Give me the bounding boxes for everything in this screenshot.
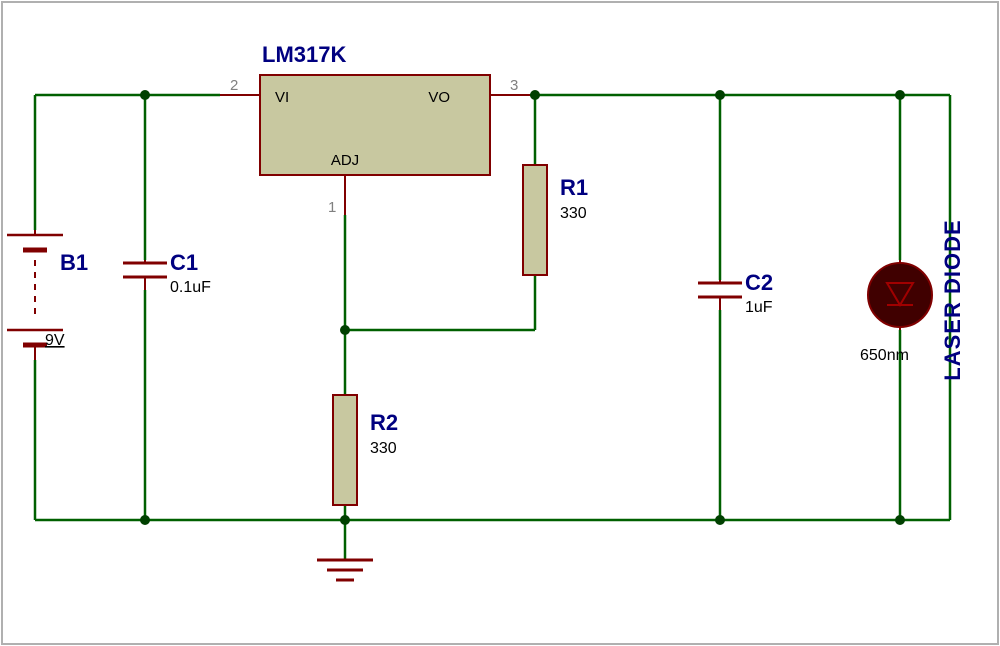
chip-pin-adj-num: 1 (328, 199, 336, 216)
chip-pin-vo-num: 3 (510, 77, 518, 94)
r2-val: 330 (370, 440, 397, 457)
laser-ref: LASER DIODE (940, 219, 965, 380)
chip-pin-vi-num: 2 (230, 77, 238, 94)
c1-val: 0.1uF (170, 279, 211, 296)
resistor-r1 (523, 165, 547, 275)
chip-name: LM317K (262, 42, 346, 67)
chip-pin-vi-label: VI (275, 89, 289, 106)
c1-ref: C1 (170, 250, 198, 275)
r1-val: 330 (560, 205, 587, 222)
r1-ref: R1 (560, 175, 588, 200)
chip-pin-vo-label: VO (428, 89, 450, 106)
b1-val: 9V (45, 332, 65, 349)
resistor-r2 (333, 395, 357, 505)
c2-val: 1uF (745, 299, 773, 316)
r2-ref: R2 (370, 410, 398, 435)
laser-val: 650nm (860, 347, 909, 364)
chip-pin-adj-label: ADJ (331, 152, 359, 169)
c2-ref: C2 (745, 270, 773, 295)
circuit-diagram: LM317K VI VO ADJ 2 3 1 B1 9V C1 0.1uF R1… (0, 0, 1000, 646)
b1-ref: B1 (60, 250, 88, 275)
canvas-border (2, 2, 998, 644)
